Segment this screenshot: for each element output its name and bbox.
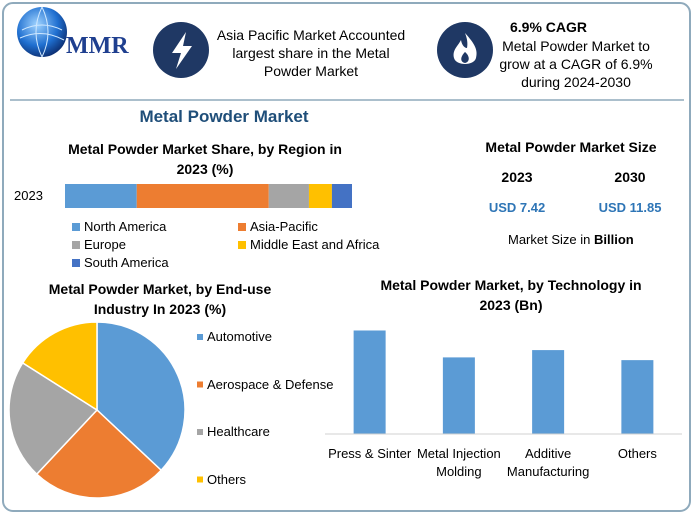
panel-title: Metal Powder Market Size [485,139,657,155]
logo-grid [19,6,65,58]
legend-swatch [238,241,246,249]
legend-label: Aerospace & Defense [207,376,334,392]
pie-slice [96,321,186,472]
bar-segment [331,184,352,208]
highlight-text: Asia Pacific Market Accounted largest sh… [216,27,406,79]
legend-label: Automotive [207,329,273,344]
bar [532,350,565,434]
legend-swatch [197,381,203,388]
legend-label: Asia-Pacific [250,219,318,234]
flame-icon [453,33,477,64]
highlight-title: 6.9% CAGR [510,19,588,35]
size-value: USD 11.85 [598,200,662,215]
logo-text: MMR [66,33,129,59]
bar [442,357,475,434]
bar-segment [308,184,332,208]
chart-title: Metal Powder Market, by End-use Industry… [48,281,272,317]
main-title: Metal Powder Market [139,107,309,126]
x-tick-label: Press & Sinter [328,446,412,461]
panel-note: Market Size in [508,232,591,247]
legend-label: North America [84,219,167,234]
legend-swatch [72,259,80,267]
legend-swatch [197,334,203,340]
bar-segment [136,184,269,208]
category-label: 2023 [14,188,43,203]
chart-title: Metal Powder Market Share, by Region in … [68,141,342,177]
legend-swatch [197,429,203,435]
year-label: 2030 [614,169,646,185]
x-tick-label: Others [617,446,657,461]
size-value: USD 7.42 [488,200,546,215]
legend-swatch [197,476,203,483]
logo-globe [17,7,67,57]
legend-label: Others [207,471,247,487]
highlight-text: Metal Powder Market to grow at a CAGR of… [499,38,653,90]
pie-slice [21,321,98,412]
pie-slice [35,408,163,499]
x-tick-label: Metal Injection Molding [416,446,501,479]
legend-swatch [72,241,80,249]
chart-title: Metal Powder Market, by Technology in 20… [380,277,642,313]
legend-swatch [238,223,246,231]
pie-slice [8,361,99,476]
bar-segment [268,184,309,208]
legend-label: Healthcare [207,424,270,439]
flame-core [461,52,469,63]
year-label: 2023 [501,169,533,185]
legend-label: Europe [84,237,126,252]
bar-segment [65,184,137,208]
bar [621,360,654,434]
bar [353,330,386,434]
panel-note-unit: Billion [594,232,634,247]
legend-swatch [72,223,80,231]
legend-label: South America [84,255,169,270]
x-tick-label: Additive Manufacturing [506,446,590,479]
legend-label: Middle East and Africa [250,237,380,252]
lightning-icon [172,32,192,69]
